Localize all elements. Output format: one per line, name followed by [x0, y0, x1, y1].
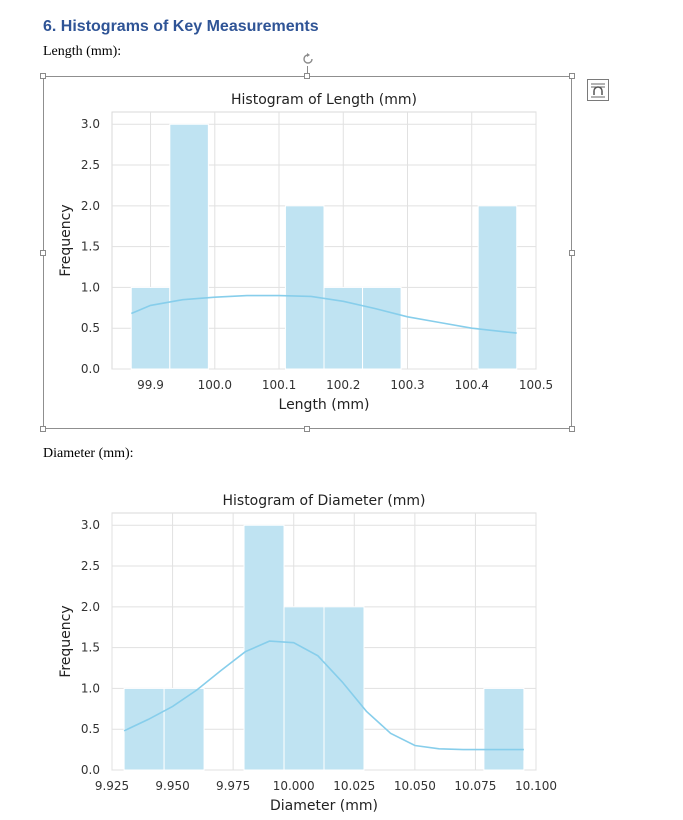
kde-curve — [123, 640, 524, 751]
y-tick-label: 0.0 — [81, 763, 100, 777]
x-tick-label: 100.4 — [455, 378, 489, 392]
length-histogram-chart: 99.9 100.0 100.1 100.2 100.3 100.4 100.5 0.0 0.5… — [58, 92, 553, 413]
x-tick-label: 100.0 — [198, 378, 232, 392]
x-axis-label: Length (mm) — [279, 397, 370, 413]
x-tick-label: 9.925 — [95, 779, 129, 793]
resize-handle-bottom-left[interactable] — [40, 426, 46, 432]
y-tick-label: 2.5 — [81, 158, 100, 172]
x-axis-label: Diameter (mm) — [270, 798, 378, 814]
y-axis-label: Frequency — [58, 204, 74, 276]
resize-handle-bottom[interactable] — [304, 426, 310, 432]
x-tick-label: 100.3 — [390, 378, 424, 392]
x-tick-label: 100.5 — [519, 378, 553, 392]
y-tick-label: 0.5 — [81, 722, 100, 736]
histogram-bar — [163, 687, 205, 771]
x-tick-label: 10.100 — [515, 779, 557, 793]
y-tick-label: 1.0 — [81, 681, 100, 695]
chart-title: Histogram of Diameter (mm) — [222, 493, 425, 509]
diameter-label: Diameter (mm): — [43, 446, 134, 461]
y-tick-label: 0.0 — [81, 362, 100, 376]
resize-handle-top-right[interactable] — [569, 73, 575, 79]
layout-options-icon[interactable] — [587, 79, 609, 101]
resize-handle-right[interactable] — [569, 250, 575, 256]
section-heading: 6. Histograms of Key Measurements — [43, 18, 319, 35]
histogram-bar — [483, 687, 525, 771]
rotate-stem — [307, 66, 308, 74]
y-axis-label: Frequency — [58, 605, 74, 677]
y-tick-label: 2.0 — [81, 199, 100, 213]
x-tick-label: 100.2 — [326, 378, 360, 392]
histogram-bar — [123, 687, 165, 771]
x-tick-label: 10.000 — [273, 779, 315, 793]
length-label: Length (mm): — [43, 44, 122, 59]
resize-handle-bottom-right[interactable] — [569, 426, 575, 432]
x-tick-label: 9.950 — [155, 779, 189, 793]
histogram-bar — [169, 123, 209, 370]
x-tick-label: 100.1 — [262, 378, 296, 392]
histogram-bar — [243, 524, 285, 771]
y-tick-label: 2.0 — [81, 600, 100, 614]
x-tick-label: 10.025 — [333, 779, 375, 793]
x-tick-label: 10.075 — [454, 779, 496, 793]
x-tick-label: 10.050 — [394, 779, 436, 793]
histogram-bar — [130, 286, 171, 370]
y-tick-label: 3.0 — [81, 117, 100, 131]
histogram-bar — [284, 205, 325, 370]
y-tick-label: 1.5 — [81, 240, 100, 254]
resize-handle-left[interactable] — [40, 250, 46, 256]
y-tick-label: 1.0 — [81, 280, 100, 294]
kde-curve — [130, 294, 517, 334]
resize-handle-top-left[interactable] — [40, 73, 46, 79]
y-tick-label: 0.5 — [81, 321, 100, 335]
y-tick-label: 1.5 — [81, 641, 100, 655]
chart-title: Histogram of Length (mm) — [231, 92, 417, 108]
x-tick-label: 9.975 — [216, 779, 250, 793]
histogram-bar — [283, 606, 325, 771]
rotate-icon[interactable] — [301, 52, 315, 66]
histogram-bar — [477, 205, 518, 370]
y-tick-label: 3.0 — [81, 518, 100, 532]
histogram-bar — [362, 286, 402, 370]
y-tick-label: 2.5 — [81, 559, 100, 573]
histogram-bar — [323, 606, 365, 771]
x-tick-label: 99.9 — [137, 378, 164, 392]
